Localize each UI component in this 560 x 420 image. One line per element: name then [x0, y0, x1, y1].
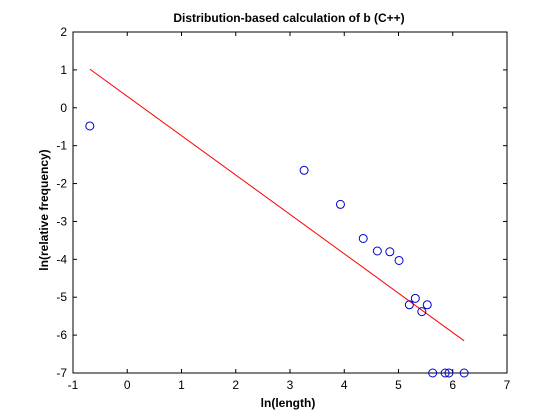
y-axis-label: ln(relative frequency)	[37, 149, 51, 270]
x-tick-label: 3	[287, 378, 294, 392]
x-tick-label: 1	[178, 378, 185, 392]
y-tick-label: -5	[56, 290, 67, 304]
y-tick-label: -6	[56, 328, 67, 342]
plot-area	[73, 32, 507, 373]
x-tick-label: 4	[341, 378, 348, 392]
x-tick-label: 7	[504, 378, 511, 392]
x-tick-label: -1	[68, 378, 79, 392]
x-tick-label: 6	[449, 378, 456, 392]
y-tick-label: -7	[56, 366, 67, 380]
y-tick-label: -2	[56, 177, 67, 191]
x-axis-label: ln(length)	[261, 396, 316, 410]
x-tick-label: 0	[124, 378, 131, 392]
y-tick-label: -3	[56, 214, 67, 228]
y-tick-label: -4	[56, 252, 67, 266]
y-tick-label: 1	[60, 63, 67, 77]
plot-background	[73, 32, 507, 373]
y-tick-label: 0	[60, 101, 67, 115]
chart-title: Distribution-based calculation of b (C++…	[173, 11, 404, 25]
x-tick-label: 2	[232, 378, 239, 392]
y-tick-label: -1	[56, 139, 67, 153]
x-tick-label: 5	[395, 378, 402, 392]
y-tick-label: 2	[60, 25, 67, 39]
